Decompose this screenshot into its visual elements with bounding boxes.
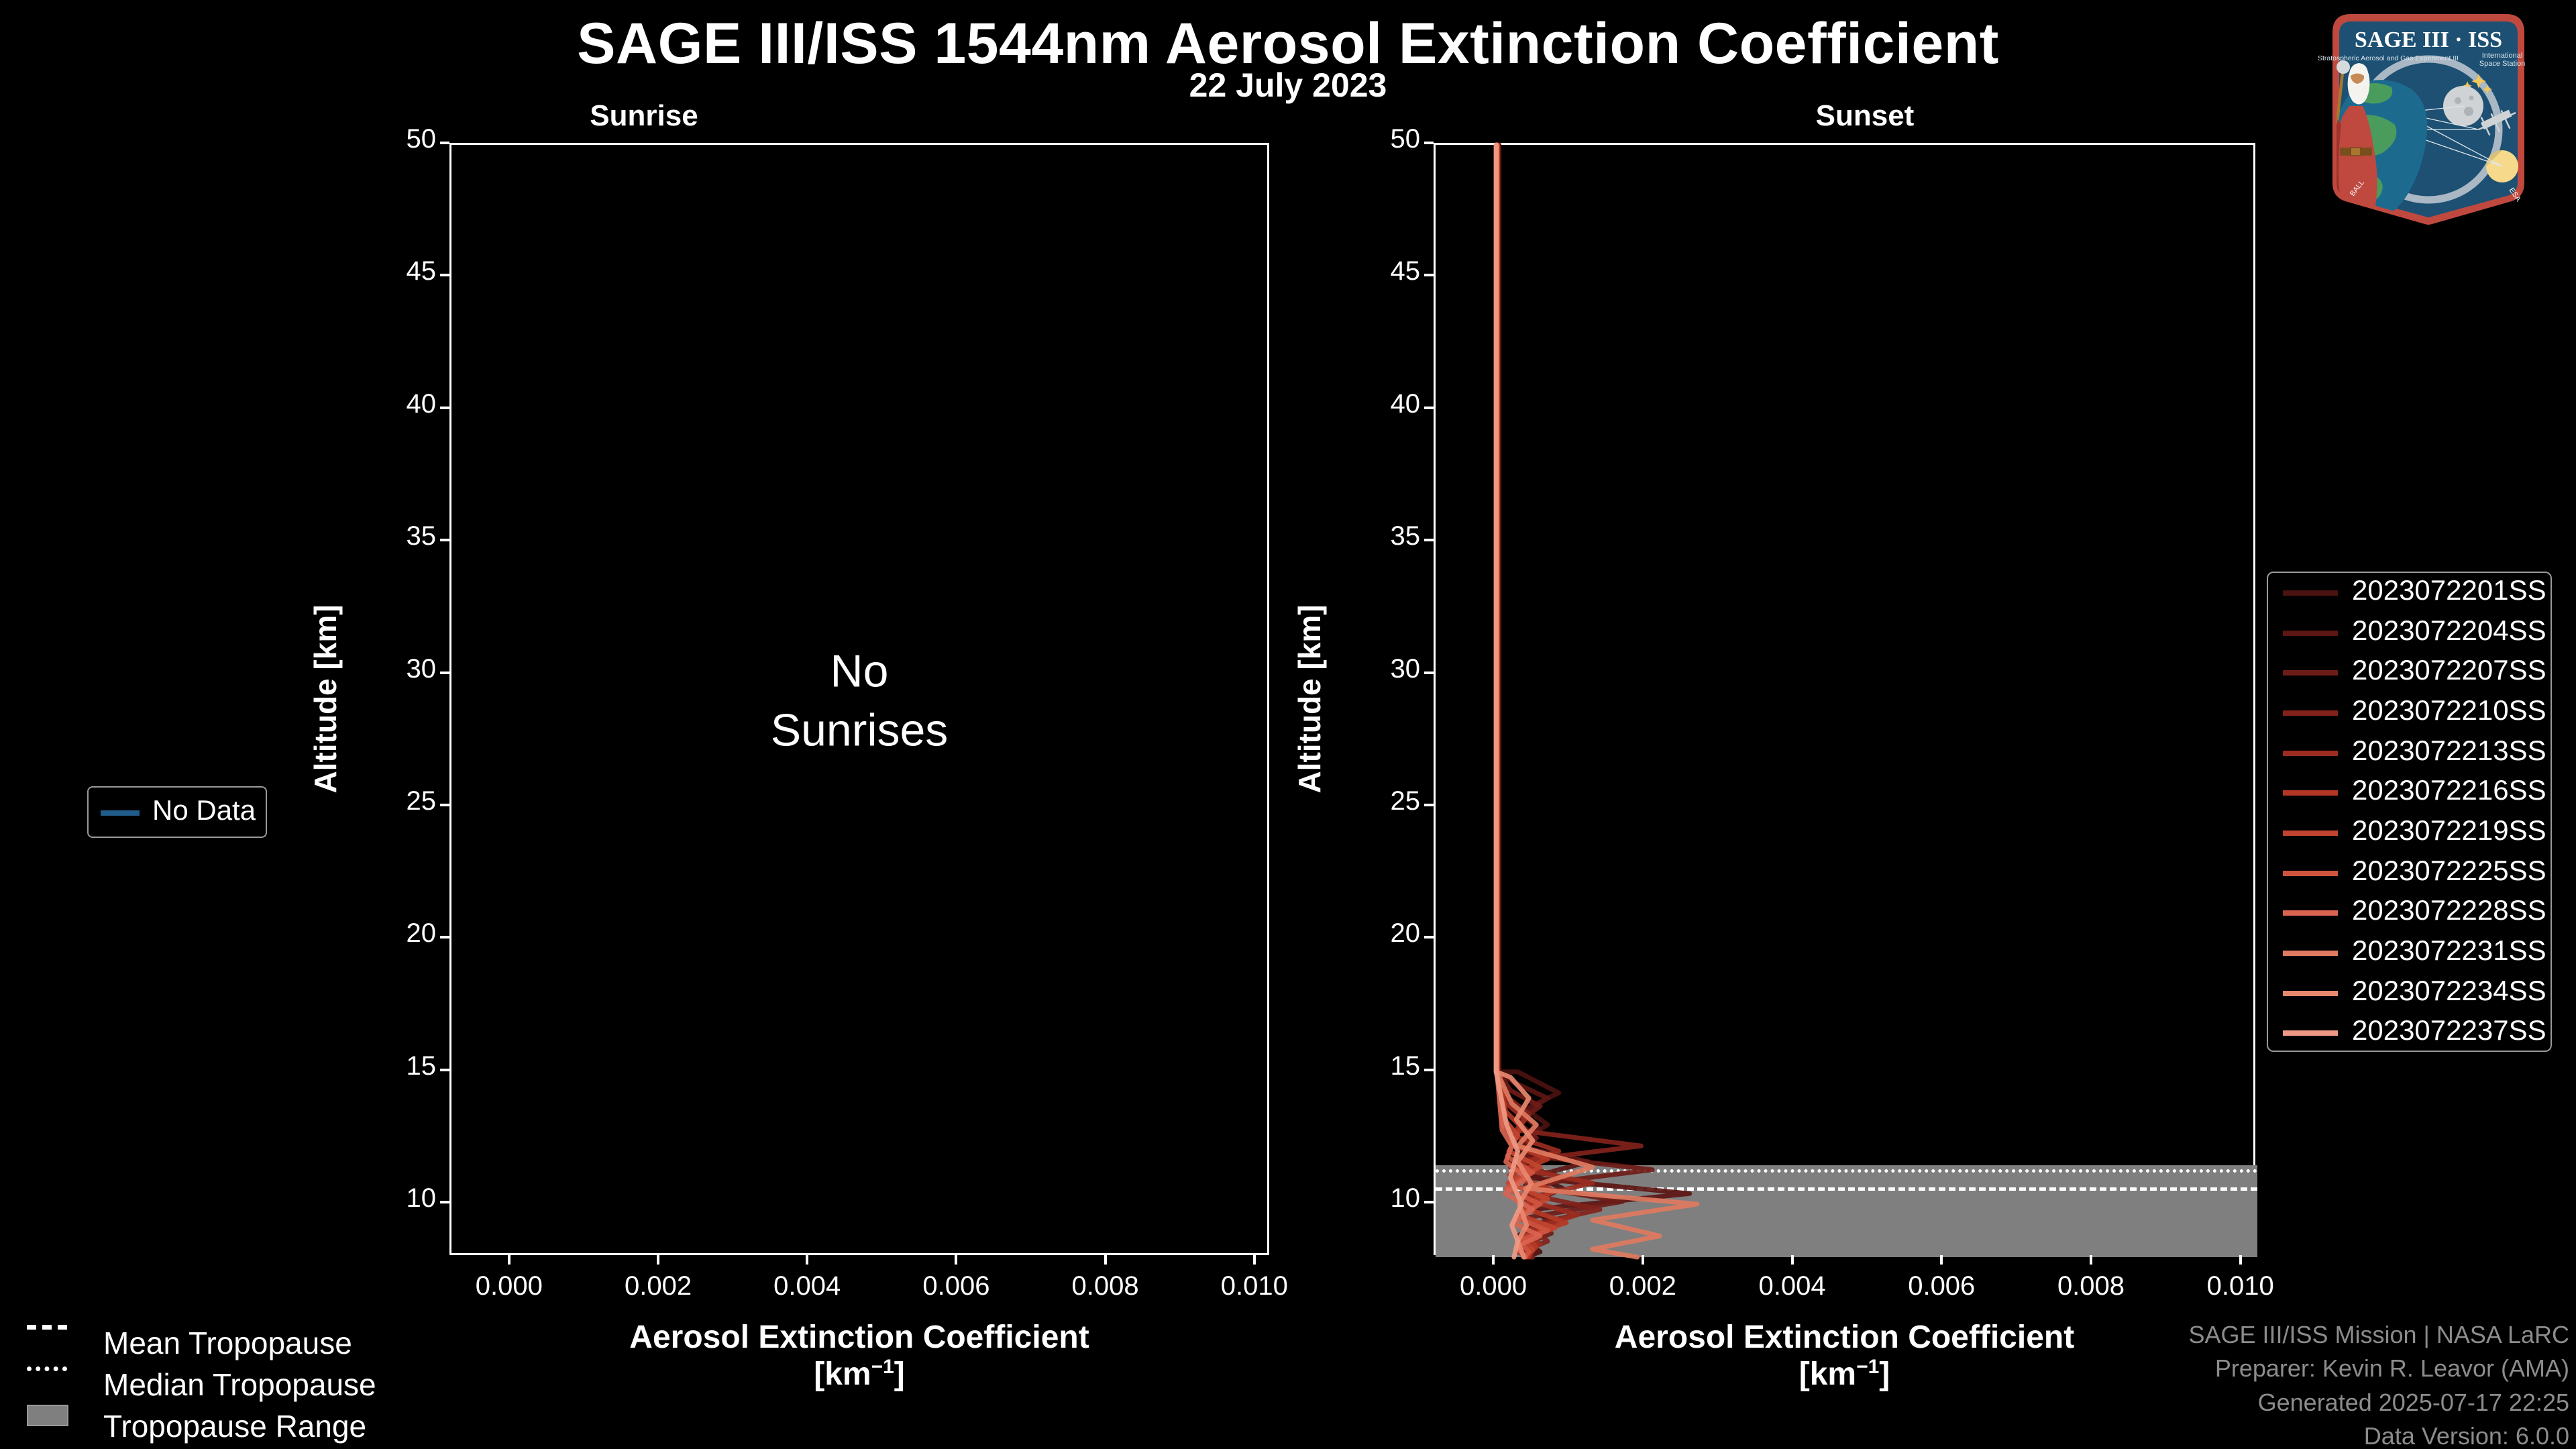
svg-text:Space Station: Space Station [2479,60,2526,68]
svg-text:SAGE III · ISS: SAGE III · ISS [2355,28,2502,52]
svg-text:International: International [2482,52,2523,60]
svg-text:Stratospheric Aerosol and Gas: Stratospheric Aerosol and Gas Experiment… [2318,54,2459,62]
